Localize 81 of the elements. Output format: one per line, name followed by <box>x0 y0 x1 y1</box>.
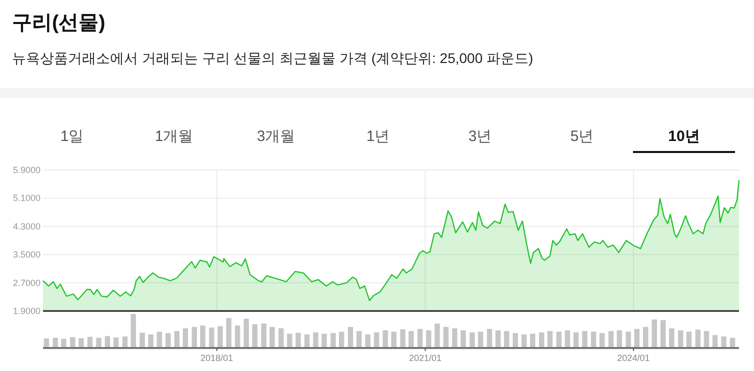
text: 5년 <box>570 128 594 145</box>
y-tick-label: 3.5000 <box>13 250 41 260</box>
bar <box>608 331 614 348</box>
bar <box>287 334 292 348</box>
y-tick-label: 5.9000 <box>13 165 41 175</box>
bar <box>148 334 154 348</box>
bar <box>634 328 640 348</box>
chart-subtitle: 뉴욕상품거래소에서 거래되는 구리 선물의 최근월물 가격 (계약단위: 25,000 파운드) <box>12 50 534 66</box>
bar <box>590 332 596 348</box>
bar <box>270 326 275 348</box>
y-tick-label: 2.7000 <box>13 278 41 288</box>
bar <box>408 331 414 348</box>
bar <box>78 338 84 348</box>
bar <box>182 328 188 348</box>
bar <box>443 326 449 348</box>
bar <box>192 326 197 348</box>
x-tick-label: 2018/01 <box>200 353 234 363</box>
bar <box>313 332 318 348</box>
bar <box>200 326 206 348</box>
bar <box>156 332 162 348</box>
bar <box>218 326 223 348</box>
bar <box>130 314 136 348</box>
bar <box>400 329 406 348</box>
bar <box>278 328 284 348</box>
bar <box>174 331 180 348</box>
bar <box>547 331 553 348</box>
x-tick-label: 2021/01 <box>408 353 442 363</box>
bar <box>504 331 510 348</box>
bar <box>209 328 214 348</box>
y-tick-label: 1.9000 <box>13 306 41 316</box>
y-tick-label: 5.1000 <box>13 193 41 204</box>
bar <box>166 333 171 348</box>
bar <box>530 334 536 348</box>
bar <box>365 334 370 348</box>
bar <box>512 333 518 348</box>
text: 3년 <box>468 128 492 145</box>
bar <box>478 332 484 348</box>
bar <box>338 332 344 348</box>
bar <box>599 333 605 348</box>
bar <box>244 318 249 348</box>
bar <box>686 332 692 348</box>
bar <box>417 328 423 348</box>
bar <box>695 330 701 348</box>
bar <box>582 331 588 348</box>
bar <box>140 332 145 348</box>
bar <box>96 338 102 348</box>
bar <box>391 332 396 348</box>
bar <box>296 332 301 348</box>
bar <box>460 330 466 348</box>
bar <box>226 318 232 348</box>
text: 1개월 <box>154 128 194 145</box>
y-tick-label: 4.3000 <box>13 221 41 232</box>
bar <box>721 336 726 348</box>
chart-title: 구리(선물) <box>12 12 106 34</box>
bar <box>434 324 440 348</box>
bar <box>669 328 674 348</box>
text: 1일 <box>60 128 84 145</box>
bar <box>486 328 492 348</box>
x-tick-label: 2024/01 <box>617 353 650 363</box>
bar <box>452 328 458 348</box>
bar <box>382 330 388 348</box>
bar <box>261 324 266 348</box>
bar <box>626 332 631 348</box>
text: 1년 <box>366 128 390 145</box>
bar <box>556 332 562 348</box>
bar <box>660 320 666 348</box>
bar <box>356 331 362 348</box>
bar <box>234 326 240 348</box>
bar <box>652 319 657 348</box>
text: 3개월 <box>256 128 296 145</box>
bar <box>322 334 327 348</box>
bar <box>70 337 76 348</box>
bar <box>643 326 648 348</box>
bar <box>470 332 475 348</box>
bar <box>426 330 432 348</box>
bar <box>252 324 258 348</box>
text: 10년 <box>668 128 700 145</box>
bar <box>348 326 354 348</box>
bar <box>61 338 66 348</box>
bar <box>704 331 710 348</box>
bar <box>330 333 336 348</box>
